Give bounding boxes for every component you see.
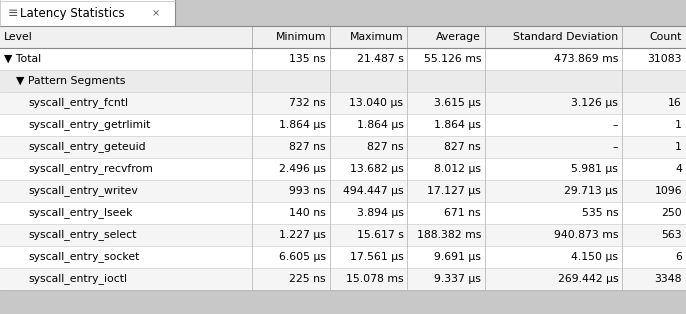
Text: syscall_entry_fcntl: syscall_entry_fcntl — [28, 98, 128, 108]
Text: 827 ns: 827 ns — [289, 142, 326, 152]
Text: Standard Deviation: Standard Deviation — [513, 32, 618, 42]
Bar — [0, 0, 175, 26]
Text: 1: 1 — [675, 120, 682, 130]
Bar — [0, 92, 686, 114]
Text: 21.487 s: 21.487 s — [357, 54, 403, 64]
Bar — [0, 26, 686, 290]
Text: 15.617 s: 15.617 s — [357, 230, 403, 240]
Text: 13.682 μs: 13.682 μs — [350, 164, 403, 174]
Text: 563: 563 — [661, 230, 682, 240]
Bar — [0, 70, 686, 92]
Text: syscall_entry_socket: syscall_entry_socket — [28, 252, 139, 263]
Bar — [0, 158, 686, 180]
Text: 473.869 ms: 473.869 ms — [554, 54, 618, 64]
Text: 16: 16 — [668, 98, 682, 108]
Text: 732 ns: 732 ns — [289, 98, 326, 108]
Text: Average: Average — [436, 32, 481, 42]
Text: ≡: ≡ — [8, 7, 19, 19]
Text: ⨯: ⨯ — [152, 8, 160, 18]
Text: 29.713 μs: 29.713 μs — [565, 186, 618, 196]
Text: Count: Count — [650, 32, 682, 42]
Text: Minimum: Minimum — [276, 32, 326, 42]
Text: syscall_entry_lseek: syscall_entry_lseek — [28, 208, 132, 219]
Text: 5.981 μs: 5.981 μs — [571, 164, 618, 174]
Text: 17.127 μs: 17.127 μs — [427, 186, 481, 196]
Text: 1.864 μs: 1.864 μs — [357, 120, 403, 130]
Bar — [0, 114, 686, 136]
Text: 17.561 μs: 17.561 μs — [350, 252, 403, 262]
Text: 250: 250 — [661, 208, 682, 218]
Text: 8.012 μs: 8.012 μs — [434, 164, 481, 174]
Text: 1: 1 — [675, 142, 682, 152]
Text: ▼ Total: ▼ Total — [4, 54, 41, 64]
Bar — [0, 246, 686, 268]
Text: syscall_entry_select: syscall_entry_select — [28, 230, 137, 241]
Text: 3348: 3348 — [654, 274, 682, 284]
Text: 4.150 μs: 4.150 μs — [571, 252, 618, 262]
Text: 269.442 μs: 269.442 μs — [558, 274, 618, 284]
Text: 6: 6 — [675, 252, 682, 262]
Text: syscall_entry_getrlimit: syscall_entry_getrlimit — [28, 120, 150, 130]
Text: Latency Statistics: Latency Statistics — [20, 7, 125, 19]
Text: 671 ns: 671 ns — [445, 208, 481, 218]
Text: 135 ns: 135 ns — [289, 54, 326, 64]
Text: 6.605 μs: 6.605 μs — [279, 252, 326, 262]
Text: Maximum: Maximum — [350, 32, 403, 42]
Text: ▼ Pattern Segments: ▼ Pattern Segments — [16, 76, 126, 86]
Text: Level: Level — [4, 32, 33, 42]
Bar — [0, 48, 686, 70]
Text: 1096: 1096 — [654, 186, 682, 196]
Text: 3.615 μs: 3.615 μs — [434, 98, 481, 108]
Text: syscall_entry_ioctl: syscall_entry_ioctl — [28, 273, 127, 284]
Text: syscall_entry_writev: syscall_entry_writev — [28, 186, 138, 197]
Text: 827 ns: 827 ns — [445, 142, 481, 152]
Bar — [0, 202, 686, 224]
Bar — [0, 268, 686, 290]
Text: 140 ns: 140 ns — [289, 208, 326, 218]
Bar — [0, 136, 686, 158]
Text: 940.873 ms: 940.873 ms — [554, 230, 618, 240]
Text: syscall_entry_recvfrom: syscall_entry_recvfrom — [28, 164, 153, 175]
Text: –: – — [613, 142, 618, 152]
Text: 1.864 μs: 1.864 μs — [434, 120, 481, 130]
Text: 9.337 μs: 9.337 μs — [434, 274, 481, 284]
Bar — [0, 26, 686, 48]
Bar — [0, 224, 686, 246]
Text: 188.382 ms: 188.382 ms — [416, 230, 481, 240]
Text: 2.496 μs: 2.496 μs — [279, 164, 326, 174]
Text: 3.126 μs: 3.126 μs — [571, 98, 618, 108]
Text: 13.040 μs: 13.040 μs — [349, 98, 403, 108]
Text: 1.864 μs: 1.864 μs — [279, 120, 326, 130]
Text: 1.227 μs: 1.227 μs — [279, 230, 326, 240]
Text: 827 ns: 827 ns — [367, 142, 403, 152]
Text: 535 ns: 535 ns — [582, 208, 618, 218]
Text: 3.894 μs: 3.894 μs — [357, 208, 403, 218]
Text: syscall_entry_geteuid: syscall_entry_geteuid — [28, 142, 145, 153]
Text: 225 ns: 225 ns — [289, 274, 326, 284]
Bar — [175, 0, 686, 26]
Text: 4: 4 — [675, 164, 682, 174]
Text: 993 ns: 993 ns — [289, 186, 326, 196]
Text: 55.126 ms: 55.126 ms — [423, 54, 481, 64]
Text: –: – — [613, 120, 618, 130]
Text: 15.078 ms: 15.078 ms — [346, 274, 403, 284]
Bar — [0, 180, 686, 202]
Text: 9.691 μs: 9.691 μs — [434, 252, 481, 262]
Text: 494.447 μs: 494.447 μs — [343, 186, 403, 196]
Text: 31083: 31083 — [648, 54, 682, 64]
